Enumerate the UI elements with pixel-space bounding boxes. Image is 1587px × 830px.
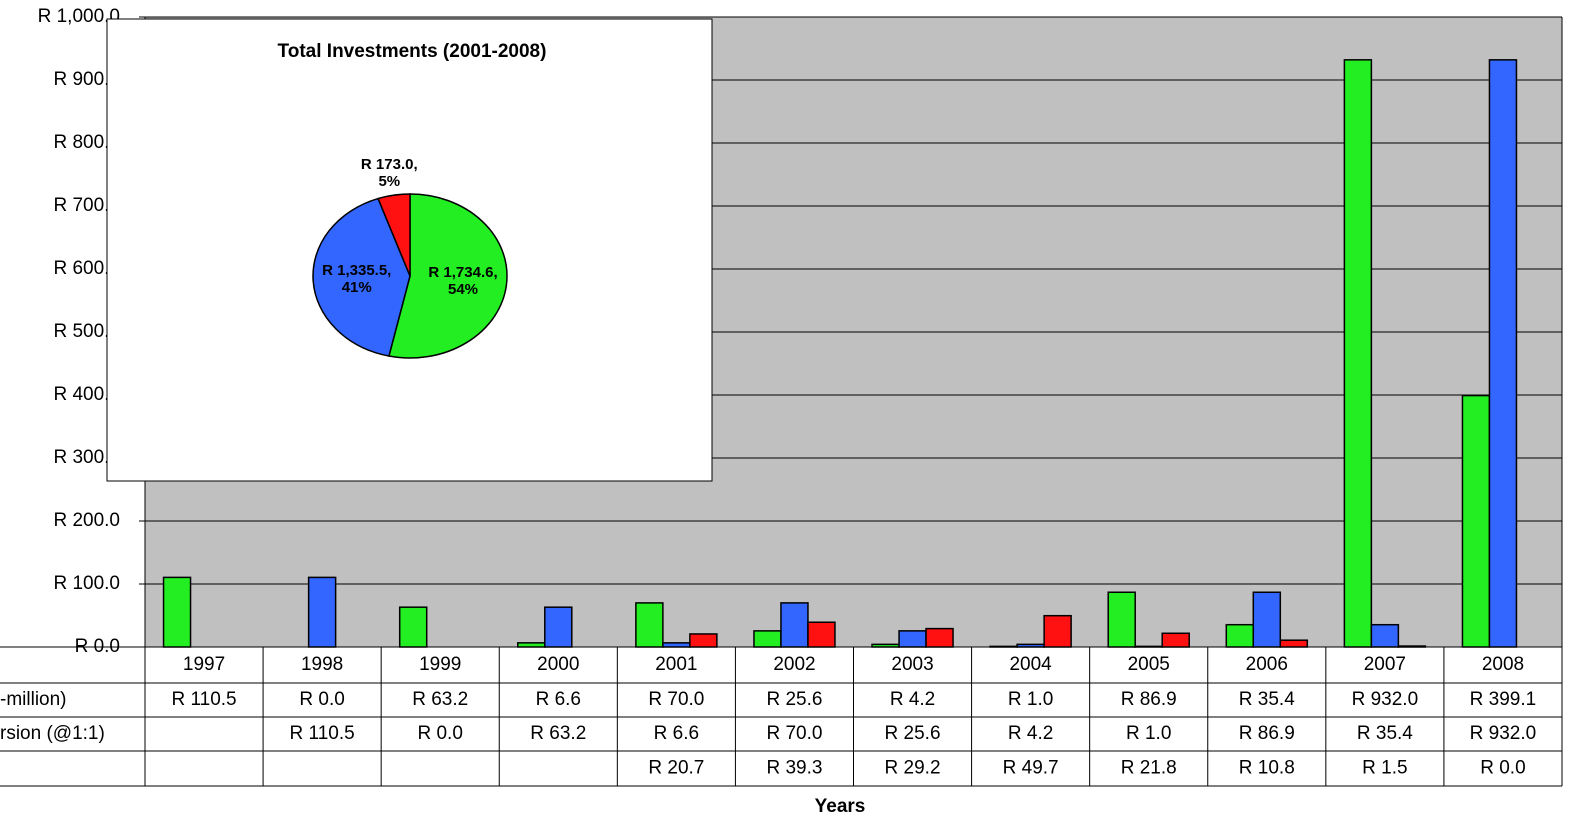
y-tick-label: R 200.0: [53, 510, 120, 531]
x-tick-label: 2002: [773, 654, 815, 675]
bar: [662, 642, 691, 648]
x-tick-label: 2007: [1364, 654, 1406, 675]
x-tick-label: 2008: [1482, 654, 1524, 675]
y-tick-label: R 500.0: [53, 321, 120, 342]
table-value: R 39.3: [766, 758, 822, 779]
bar: [753, 630, 782, 648]
x-tick-label: 2005: [1128, 654, 1170, 675]
pie-slice: [312, 197, 411, 357]
legend-label: rsion (@1:1): [0, 723, 105, 744]
table-value: R 35.4: [1239, 689, 1295, 710]
y-tick-label: R 800.0: [53, 132, 120, 153]
bar: [398, 606, 428, 648]
table-value: R 63.2: [412, 689, 468, 710]
x-tick-label: 1998: [301, 654, 343, 675]
x-tick-label: 1997: [183, 654, 225, 675]
x-tick-label: 1999: [419, 654, 461, 675]
bar: [898, 630, 927, 648]
x-tick-label: 2000: [537, 654, 579, 675]
x-tick-label: 2003: [891, 654, 933, 675]
bar: [925, 627, 954, 648]
table-value: R 70.0: [648, 689, 704, 710]
table-value: R 399.1: [1470, 689, 1537, 710]
table-value: R 1.0: [1126, 723, 1171, 744]
x-tick-label: 2006: [1246, 654, 1288, 675]
table-value: R 0.0: [417, 723, 462, 744]
bar: [1461, 394, 1491, 648]
table-value: R 70.0: [766, 723, 822, 744]
table-value: R 86.9: [1239, 723, 1295, 744]
y-tick-label: R 900.0: [53, 69, 120, 90]
table-value: R 21.8: [1121, 758, 1177, 779]
x-axis-label: Years: [815, 796, 866, 817]
bar: [1343, 59, 1373, 648]
table-value: R 29.2: [885, 758, 941, 779]
table-value: R 10.8: [1239, 758, 1295, 779]
pie-label: R 1,335.5, 41%: [322, 261, 392, 296]
table-value: R 25.6: [766, 689, 822, 710]
table-value: R 110.5: [171, 689, 236, 710]
bar: [1252, 591, 1282, 648]
table-value: R 932.0: [1352, 689, 1419, 710]
table-value: R 932.0: [1470, 723, 1537, 744]
bar: [689, 633, 718, 648]
bar: [517, 642, 546, 648]
y-tick-label: R 300.0: [53, 447, 120, 468]
table-value: R 20.7: [648, 758, 704, 779]
pie-slice: [377, 193, 411, 277]
bar: [1370, 623, 1400, 648]
bar: [807, 621, 836, 648]
bar: [1161, 632, 1190, 648]
bar: [780, 602, 809, 648]
table-value: R 4.2: [890, 689, 935, 710]
pie-title: Total Investments (2001-2008): [278, 41, 547, 62]
table-value: R 4.2: [1008, 723, 1053, 744]
table-value: R 86.9: [1121, 689, 1177, 710]
table-value: R 1.0: [1008, 689, 1053, 710]
bar: [1488, 59, 1518, 648]
table-value: R 49.7: [1003, 758, 1059, 779]
bar: [162, 576, 192, 648]
y-tick-label: R 400.0: [53, 384, 120, 405]
bar: [635, 602, 664, 648]
bar: [1279, 639, 1309, 648]
table-value: R 6.6: [536, 689, 581, 710]
y-tick-label: R 600.0: [53, 258, 120, 279]
pie-label: R 1,734.6, 54%: [428, 263, 498, 298]
table-value: R 35.4: [1357, 723, 1413, 744]
y-tick-label: R 1,000.0: [38, 6, 120, 27]
bar: [544, 606, 573, 648]
table-value: R 1.5: [1362, 758, 1407, 779]
table-value: R 0.0: [299, 689, 344, 710]
legend-label: -million): [0, 689, 67, 710]
bar: [307, 576, 337, 648]
y-tick-label: R 100.0: [53, 573, 120, 594]
table-value: R 0.0: [1480, 758, 1525, 779]
pie-slice: [387, 193, 508, 359]
table-value: R 25.6: [885, 723, 941, 744]
y-tick-label: R 700.0: [53, 195, 120, 216]
pie-label: R 173.0, 5%: [360, 155, 418, 190]
table-value: R 63.2: [530, 723, 586, 744]
x-tick-label: 2001: [655, 654, 697, 675]
bar: [1225, 623, 1255, 648]
table-value: R 6.6: [654, 723, 699, 744]
x-tick-label: 2004: [1009, 654, 1052, 675]
table-value: R 110.5: [290, 723, 355, 744]
bar: [1107, 591, 1136, 648]
bar: [1043, 614, 1072, 648]
